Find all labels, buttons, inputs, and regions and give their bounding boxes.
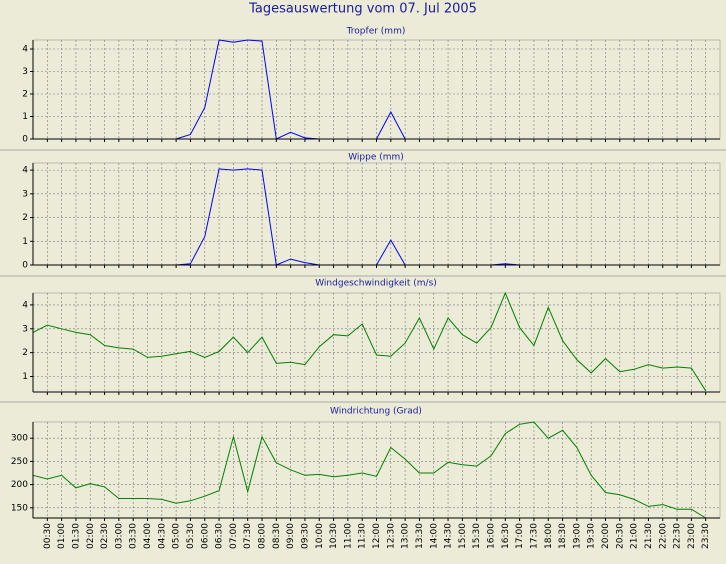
x-tick-label: 14:00: [429, 523, 439, 549]
y-tick-label: 250: [11, 457, 28, 467]
x-tick-label: 05:00: [172, 523, 182, 549]
y-tick-label: 150: [11, 503, 28, 513]
x-tick-label: 06:30: [215, 523, 225, 549]
x-tick-label: 00:30: [43, 523, 53, 549]
x-tick-label: 11:00: [343, 523, 353, 549]
page-title: Tagesauswertung vom 07. Jul 2005: [248, 2, 477, 17]
x-tick-label: 16:30: [501, 523, 511, 549]
x-tick-label: 17:30: [529, 523, 539, 549]
x-tick-label: 03:30: [129, 523, 139, 549]
x-tick-label: 19:30: [587, 523, 597, 549]
x-tick-label: 09:30: [300, 523, 310, 549]
x-tick-label: 18:00: [544, 523, 554, 549]
x-tick-label: 13:30: [415, 523, 425, 549]
x-tick-label: 20:00: [601, 523, 611, 549]
x-tick-label: 17:00: [515, 523, 525, 549]
x-tick-label: 23:30: [701, 523, 711, 549]
x-tick-label: 11:30: [358, 523, 368, 549]
x-tick-label: 06:00: [200, 523, 210, 549]
y-tick-label: 3: [22, 189, 28, 199]
x-tick-label: 15:00: [458, 523, 468, 549]
x-tick-label: 04:30: [157, 523, 167, 549]
x-tick-label: 15:30: [472, 523, 482, 549]
y-tick-label: 1: [22, 237, 28, 247]
x-tick-label: 01:00: [57, 523, 67, 549]
x-tick-label: 02:00: [86, 523, 96, 549]
y-tick-label: 2: [22, 348, 28, 358]
x-tick-label: 16:00: [487, 523, 497, 549]
x-tick-label: 14:30: [444, 523, 454, 549]
y-tick-label: 1: [22, 112, 28, 122]
x-tick-label: 10:00: [315, 523, 325, 549]
y-tick-label: 300: [11, 434, 28, 444]
y-tick-label: 2: [22, 90, 28, 100]
y-tick-label: 4: [22, 300, 28, 310]
panel-title: Windrichtung (Grad): [330, 407, 422, 417]
panel-title: Wippe (mm): [348, 153, 404, 163]
y-tick-label: 0: [22, 135, 28, 145]
x-tick-label: 20:30: [615, 523, 625, 549]
x-tick-label: 10:30: [329, 523, 339, 549]
y-tick-label: 3: [22, 324, 28, 334]
y-tick-label: 200: [11, 480, 28, 490]
x-tick-label: 12:30: [386, 523, 396, 549]
x-tick-label: 23:00: [687, 523, 697, 549]
x-tick-label: 22:30: [673, 523, 683, 549]
x-tick-label: 02:30: [100, 523, 110, 549]
plot-area: [32, 162, 721, 266]
x-tick-label: 13:00: [401, 523, 411, 549]
x-tick-label: 08:00: [258, 523, 268, 549]
y-tick-label: 2: [22, 213, 28, 223]
x-tick-label: 12:00: [372, 523, 382, 549]
x-tick-label: 03:00: [114, 523, 124, 549]
x-tick-label: 18:30: [558, 523, 568, 549]
x-tick-label: 19:00: [572, 523, 582, 549]
x-tick-label: 07:00: [229, 523, 239, 549]
x-tick-label: 22:00: [658, 523, 668, 549]
panel-title: Tropfer (mm): [346, 27, 406, 37]
x-tick-label: 07:30: [243, 523, 253, 549]
y-tick-label: 4: [22, 45, 28, 55]
y-tick-label: 3: [22, 67, 28, 77]
x-tick-label: 04:00: [143, 523, 153, 549]
y-tick-label: 0: [22, 261, 28, 271]
y-tick-label: 4: [22, 166, 28, 176]
x-tick-label: 09:00: [286, 523, 296, 549]
x-tick-label: 21:00: [630, 523, 640, 549]
data-line: [32, 291, 707, 392]
x-tick-label: 21:30: [644, 523, 654, 549]
data-line: [32, 421, 706, 519]
x-tick-label: 01:30: [71, 523, 81, 549]
x-tick-label: 05:30: [186, 523, 196, 549]
x-tick-label: 08:30: [272, 523, 282, 549]
panel-title: Windgeschwindigkeit (m/s): [315, 279, 437, 289]
y-tick-label: 1: [22, 372, 28, 382]
